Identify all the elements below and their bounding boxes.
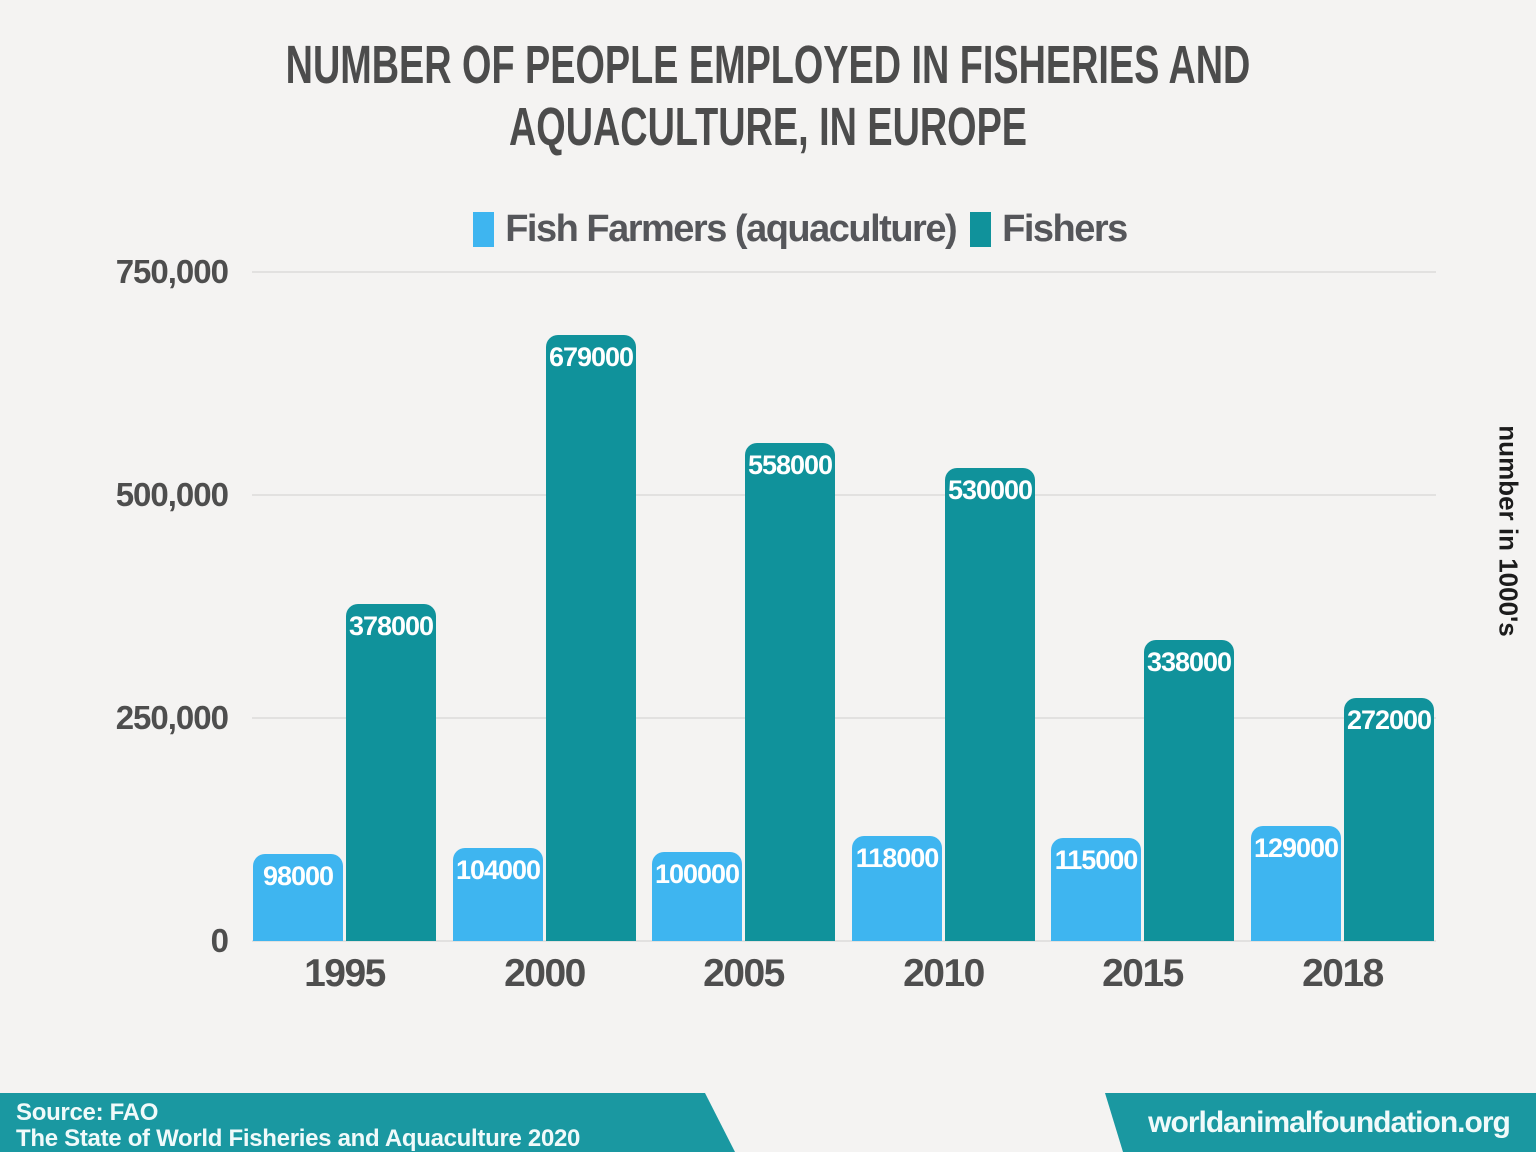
bar-fishers-1995: 378000: [346, 604, 436, 941]
website-banner: worldanimalfoundation.org: [1105, 1093, 1536, 1152]
bar-fish-farmers-aquaculture-2018: 129000: [1251, 826, 1341, 941]
gridline-750-000: [252, 271, 1436, 273]
y-axis-unit-label: number in 1000's: [1493, 425, 1524, 637]
bar-fishers-2010: 530000: [945, 468, 1035, 941]
bar-fishers-2005: 558000: [745, 443, 835, 941]
bar-value-fish-farmers-aquaculture-2010: 118000: [855, 843, 940, 873]
bar-fish-farmers-aquaculture-2010: 118000: [852, 836, 942, 941]
bar-fish-farmers-aquaculture-2000: 104000: [453, 848, 543, 941]
gridline-500-000: [252, 494, 1436, 496]
y-axis-tick-250-000: 250,000: [115, 699, 229, 736]
bar-fish-farmers-aquaculture-2015: 115000: [1051, 838, 1141, 941]
chart-title: NUMBER OF PEOPLE EMPLOYED IN FISHERIES A…: [0, 34, 1536, 158]
x-axis-label-2018: 2018: [1302, 952, 1384, 995]
gridline-250-000: [252, 717, 1436, 719]
source-line-1: Source: FAO: [16, 1099, 159, 1126]
bar-value-fish-farmers-aquaculture-2015: 115000: [1054, 845, 1139, 875]
bar-value-fish-farmers-aquaculture-2005: 100000: [654, 859, 740, 889]
bar-value-fishers-2015: 338000: [1146, 647, 1232, 677]
x-axis-label-2010: 2010: [903, 952, 985, 995]
y-axis-tick-750-000: 750,000: [115, 253, 229, 290]
legend-label-fishers: Fishers: [1002, 208, 1128, 250]
bar-value-fish-farmers-aquaculture-1995: 98000: [262, 861, 334, 891]
source-line-2: The State of World Fisheries and Aquacul…: [16, 1125, 581, 1152]
legend: Fish Farmers (aquaculture) Fishers: [0, 208, 1536, 251]
legend-swatch-fishers: [970, 212, 992, 247]
bar-value-fishers-1995: 378000: [348, 611, 434, 641]
legend-item-fishers: Fishers: [970, 208, 1128, 251]
bar-fishers-2000: 679000: [546, 335, 636, 941]
chart-title-line-1: NUMBER OF PEOPLE EMPLOYED IN FISHERIES A…: [285, 35, 1251, 95]
website-url: worldanimalfoundation.org: [1148, 1105, 1511, 1139]
bar-value-fishers-2010: 530000: [947, 475, 1033, 505]
bar-value-fish-farmers-aquaculture-2000: 104000: [455, 855, 541, 885]
gridline-0: [252, 940, 1436, 942]
x-axis-label-1995: 1995: [304, 952, 386, 995]
bar-value-fishers-2005: 558000: [747, 450, 833, 480]
bar-fish-farmers-aquaculture-2005: 100000: [652, 852, 742, 941]
x-axis-label-2005: 2005: [703, 952, 785, 995]
chart-title-line-2: AQUACULTURE, IN EUROPE: [508, 97, 1028, 157]
source-banner: Source: FAO The State of World Fisheries…: [0, 1093, 735, 1152]
legend-item-fish-farmers-aquaculture: Fish Farmers (aquaculture): [473, 208, 958, 251]
bar-fishers-2018: 272000: [1344, 698, 1434, 941]
y-axis-tick-500-000: 500,000: [115, 476, 229, 513]
y-axis-tick-0: 0: [210, 922, 229, 959]
bar-fish-farmers-aquaculture-1995: 98000: [253, 854, 343, 941]
x-axis-label-2000: 2000: [504, 952, 586, 995]
legend-swatch-fish-farmers-aquaculture: [473, 212, 495, 247]
bar-value-fishers-2000: 679000: [548, 342, 634, 372]
bar-value-fish-farmers-aquaculture-2018: 129000: [1253, 833, 1339, 863]
x-axis-label-2015: 2015: [1102, 952, 1184, 995]
legend-label-fish-farmers-aquaculture: Fish Farmers (aquaculture): [505, 208, 957, 250]
bar-fishers-2015: 338000: [1144, 640, 1234, 941]
bar-value-fishers-2018: 272000: [1346, 705, 1432, 735]
